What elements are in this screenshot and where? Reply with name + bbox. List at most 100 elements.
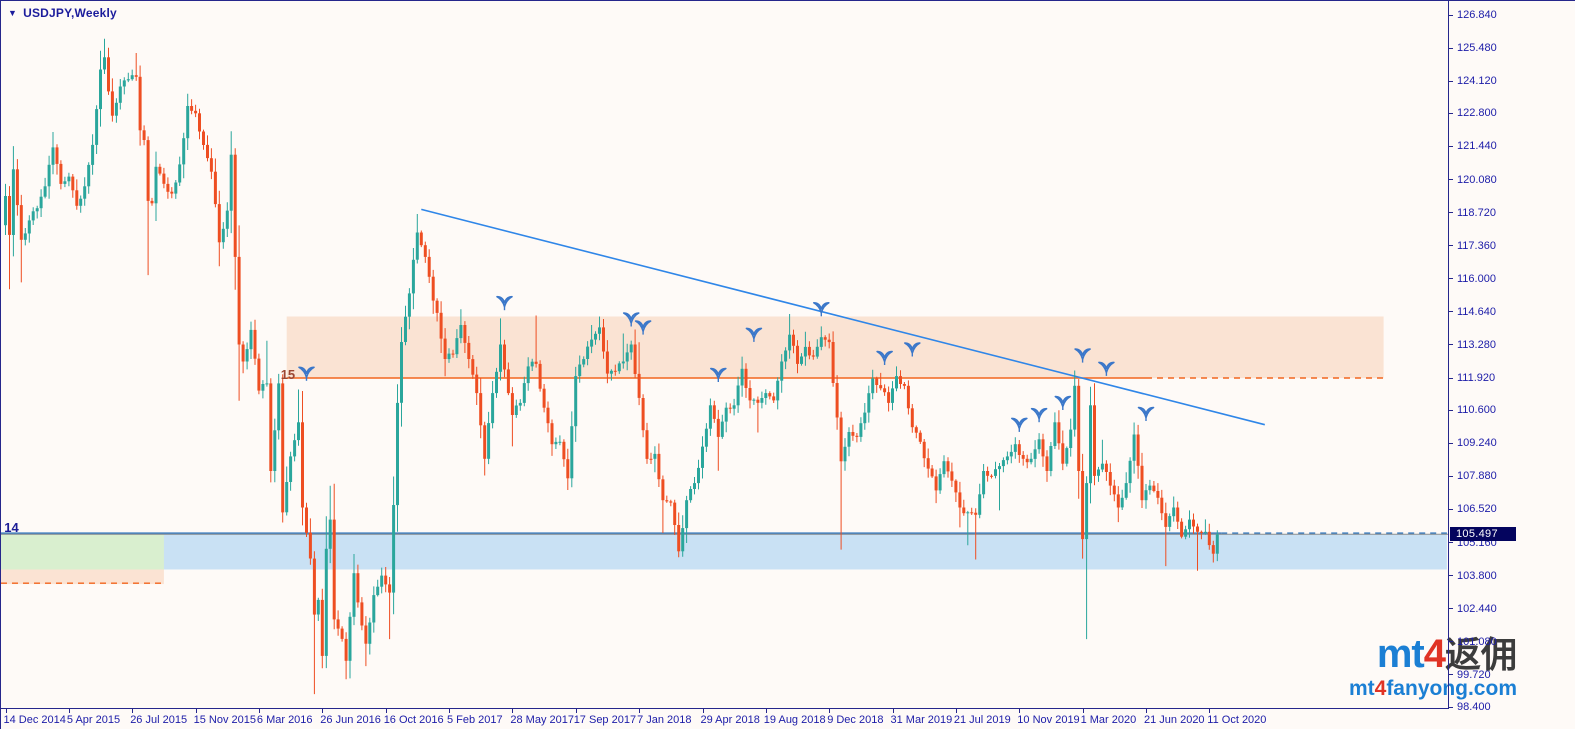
object-label-15: 15 [281, 367, 295, 382]
date-tick [385, 709, 387, 713]
sell-arrow-icon[interactable] [622, 312, 640, 327]
date-tick [512, 709, 514, 713]
date-axis-label: 5 Feb 2017 [447, 714, 503, 726]
price-tick [1449, 14, 1453, 16]
price-tick [1449, 409, 1453, 411]
sell-arrow-icon[interactable] [876, 350, 893, 366]
price-tick [1449, 47, 1453, 49]
date-axis-label: 16 Oct 2016 [383, 714, 444, 726]
price-axis-label: 113.280 [1457, 338, 1496, 351]
chart-plot-area[interactable]: 15 14 [1, 1, 1448, 708]
date-axis-label: 5 Apr 2015 [66, 714, 121, 726]
sell-arrow-icon[interactable] [745, 327, 763, 342]
price-axis-label: 122.800 [1457, 107, 1497, 120]
sell-arrow-icon[interactable] [709, 367, 727, 383]
price-axis-label: 107.880 [1457, 470, 1497, 483]
symbol-timeframe-label[interactable]: ▼ USDJPY,Weekly [8, 6, 117, 20]
sell-arrow-icon[interactable] [1098, 361, 1115, 376]
date-tick [322, 709, 324, 713]
date-tick [702, 709, 704, 713]
price-tick [1449, 706, 1453, 708]
date-axis-label: 9 Dec 2018 [827, 714, 884, 726]
date-axis-label: 21 Jul 2019 [953, 714, 1011, 726]
price-tick [1449, 145, 1453, 147]
price-axis-label: 117.360 [1457, 239, 1496, 252]
price-tick [1449, 212, 1453, 214]
sell-arrow-icon[interactable] [1030, 407, 1048, 423]
price-tick [1449, 575, 1453, 577]
sell-arrow-icon[interactable] [1074, 348, 1091, 363]
date-axis[interactable]: 14 Dec 2014 5 Apr 2015 26 Jul 2015 15 Nov 2… [1, 708, 1449, 729]
date-axis-label: 21 Jun 2020 [1144, 714, 1205, 726]
support-zone-peach[interactable] [1, 569, 164, 585]
sell-arrow-icon[interactable] [634, 320, 652, 335]
date-tick [639, 709, 641, 713]
date-tick [1209, 709, 1211, 713]
date-axis-label: 6 Mar 2016 [256, 714, 313, 726]
price-tick [1449, 80, 1453, 82]
date-tick [955, 709, 957, 713]
descending-trendline[interactable] [421, 208, 1265, 426]
sell-arrow-icon[interactable] [1010, 417, 1028, 432]
price-axis[interactable]: 105.497 126.840 125.480 124.120 122.800 121.… [1448, 1, 1575, 729]
object-label-14: 14 [4, 520, 19, 535]
price-axis-label: 109.240 [1457, 437, 1497, 450]
price-axis-label: 125.480 [1457, 42, 1497, 55]
date-tick [1146, 709, 1147, 713]
price-tick [1449, 245, 1453, 247]
date-axis-label: 19 Aug 2018 [763, 714, 826, 726]
date-tick [575, 709, 577, 713]
date-tick [5, 709, 7, 713]
date-tick [258, 709, 260, 713]
sell-arrow-icon[interactable] [812, 301, 830, 317]
price-axis-label: 121.440 [1457, 140, 1497, 153]
price-axis-label: 116.000 [1457, 272, 1496, 285]
price-axis-label: 118.720 [1457, 206, 1496, 219]
date-axis-label: 17 Sep 2017 [573, 714, 637, 726]
sell-arrow-icon[interactable] [496, 295, 513, 311]
price-axis-label: 114.640 [1457, 305, 1496, 318]
date-tick [1019, 709, 1021, 713]
sell-arrow-icon[interactable] [1054, 395, 1072, 411]
price-tick [1449, 377, 1453, 379]
date-axis-label: 29 Apr 2018 [700, 714, 760, 726]
date-tick [765, 709, 767, 713]
date-axis-label: 31 Mar 2019 [890, 714, 953, 726]
resistance-zone[interactable] [286, 316, 1384, 379]
price-tick [1449, 442, 1453, 444]
date-axis-label: 15 Nov 2015 [193, 714, 256, 726]
price-tick [1449, 344, 1453, 346]
date-axis-label: 10 Nov 2019 [1017, 714, 1080, 726]
price-axis-label: 106.520 [1457, 503, 1497, 516]
symbol-text: USDJPY,Weekly [23, 6, 117, 20]
price-axis-label: 110.600 [1457, 404, 1496, 417]
support-zone-green[interactable] [1, 534, 164, 570]
price-tick [1449, 475, 1453, 477]
price-tick [1449, 641, 1453, 643]
dropdown-triangle-icon[interactable]: ▼ [8, 8, 18, 18]
price-axis-label: 103.800 [1457, 569, 1497, 582]
date-tick [132, 709, 134, 713]
current-price-badge: 105.497 [1450, 527, 1516, 542]
sell-arrow-icon[interactable] [903, 342, 921, 357]
price-axis-line [1448, 1, 1449, 709]
support-zone-blue[interactable] [1, 534, 1447, 570]
price-tick [1449, 542, 1453, 543]
price-tick [1449, 311, 1453, 313]
date-tick [195, 709, 197, 713]
price-tick [1449, 508, 1453, 510]
date-tick [1082, 709, 1084, 713]
date-axis-label: 28 May 2017 [510, 714, 574, 726]
price-tick [1449, 179, 1453, 180]
price-axis-label: 111.920 [1457, 372, 1496, 384]
sell-arrow-icon[interactable] [298, 366, 315, 381]
sell-arrow-icon[interactable] [1137, 406, 1155, 422]
date-axis-label: 14 Dec 2014 [3, 714, 66, 726]
price-axis-label: 126.840 [1457, 9, 1497, 21]
date-axis-label: 26 Jun 2016 [320, 714, 381, 726]
price-axis-label: 120.080 [1457, 173, 1497, 186]
price-axis-label: 99.720 [1457, 668, 1491, 681]
date-tick [449, 709, 450, 713]
